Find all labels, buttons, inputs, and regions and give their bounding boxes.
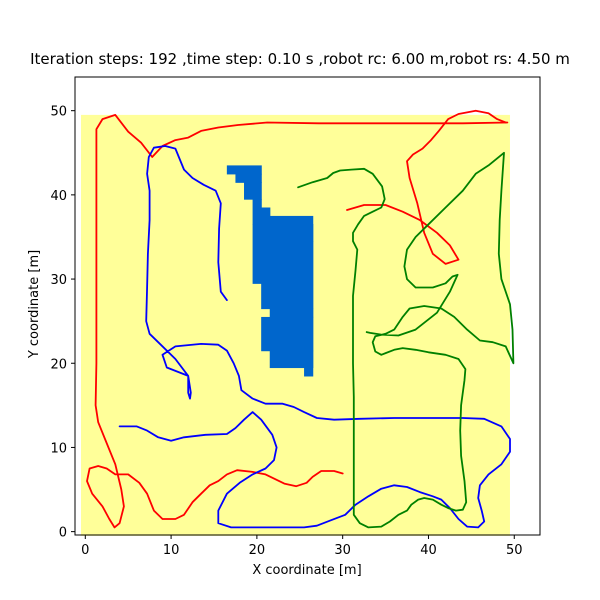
- y-tick-label-20: 20: [50, 357, 67, 372]
- y-tick-label-40: 40: [50, 189, 67, 204]
- y-tick-label-50: 50: [50, 105, 67, 120]
- robot-path-red-0: [86, 114, 509, 529]
- obstacle-cell-6: [261, 215, 314, 225]
- obstacle-cell-12: [304, 241, 314, 377]
- x-axis-label: X coordinate [m]: [252, 563, 361, 578]
- obstacle-cell-11: [304, 224, 314, 242]
- robot-path-red-1: [346, 109, 507, 265]
- obstacle-cell-1: [235, 173, 262, 183]
- x-axis-ticks: 0 10 20 30 40 50: [81, 535, 523, 558]
- x-tick-label-0: 0: [81, 543, 89, 558]
- x-tick-label-10: 10: [163, 543, 180, 558]
- robot-path-green-3: [297, 151, 515, 529]
- x-tick-label-30: 30: [334, 543, 351, 558]
- obstacle-cell-0: [226, 165, 262, 175]
- x-tick-label-20: 20: [249, 543, 266, 558]
- y-tick-label-10: 10: [50, 441, 67, 456]
- obstacle-cell-4: [252, 224, 262, 284]
- chart-title: Iteration steps: 192 ,time step: 0.10 s …: [30, 50, 570, 68]
- plot-content: [81, 109, 515, 536]
- y-tick-label-30: 30: [50, 273, 67, 288]
- x-tick-label-40: 40: [420, 543, 437, 558]
- y-axis-ticks: 0 10 20 30 40 50: [50, 105, 75, 541]
- obstacle-cell-5: [261, 207, 271, 217]
- axes-frame: [74, 76, 541, 536]
- y-tick-label-0: 0: [59, 526, 67, 541]
- y-axis-label: Y coordinate [m]: [27, 250, 42, 359]
- obstacle-cell-3: [252, 199, 262, 225]
- robot-path-blue-2: [118, 145, 511, 529]
- obstacle-cell-10: [269, 350, 314, 369]
- x-tick-label-50: 50: [506, 543, 523, 558]
- obstacle-cell-2: [244, 182, 262, 200]
- obstacle-cell-8: [269, 308, 314, 318]
